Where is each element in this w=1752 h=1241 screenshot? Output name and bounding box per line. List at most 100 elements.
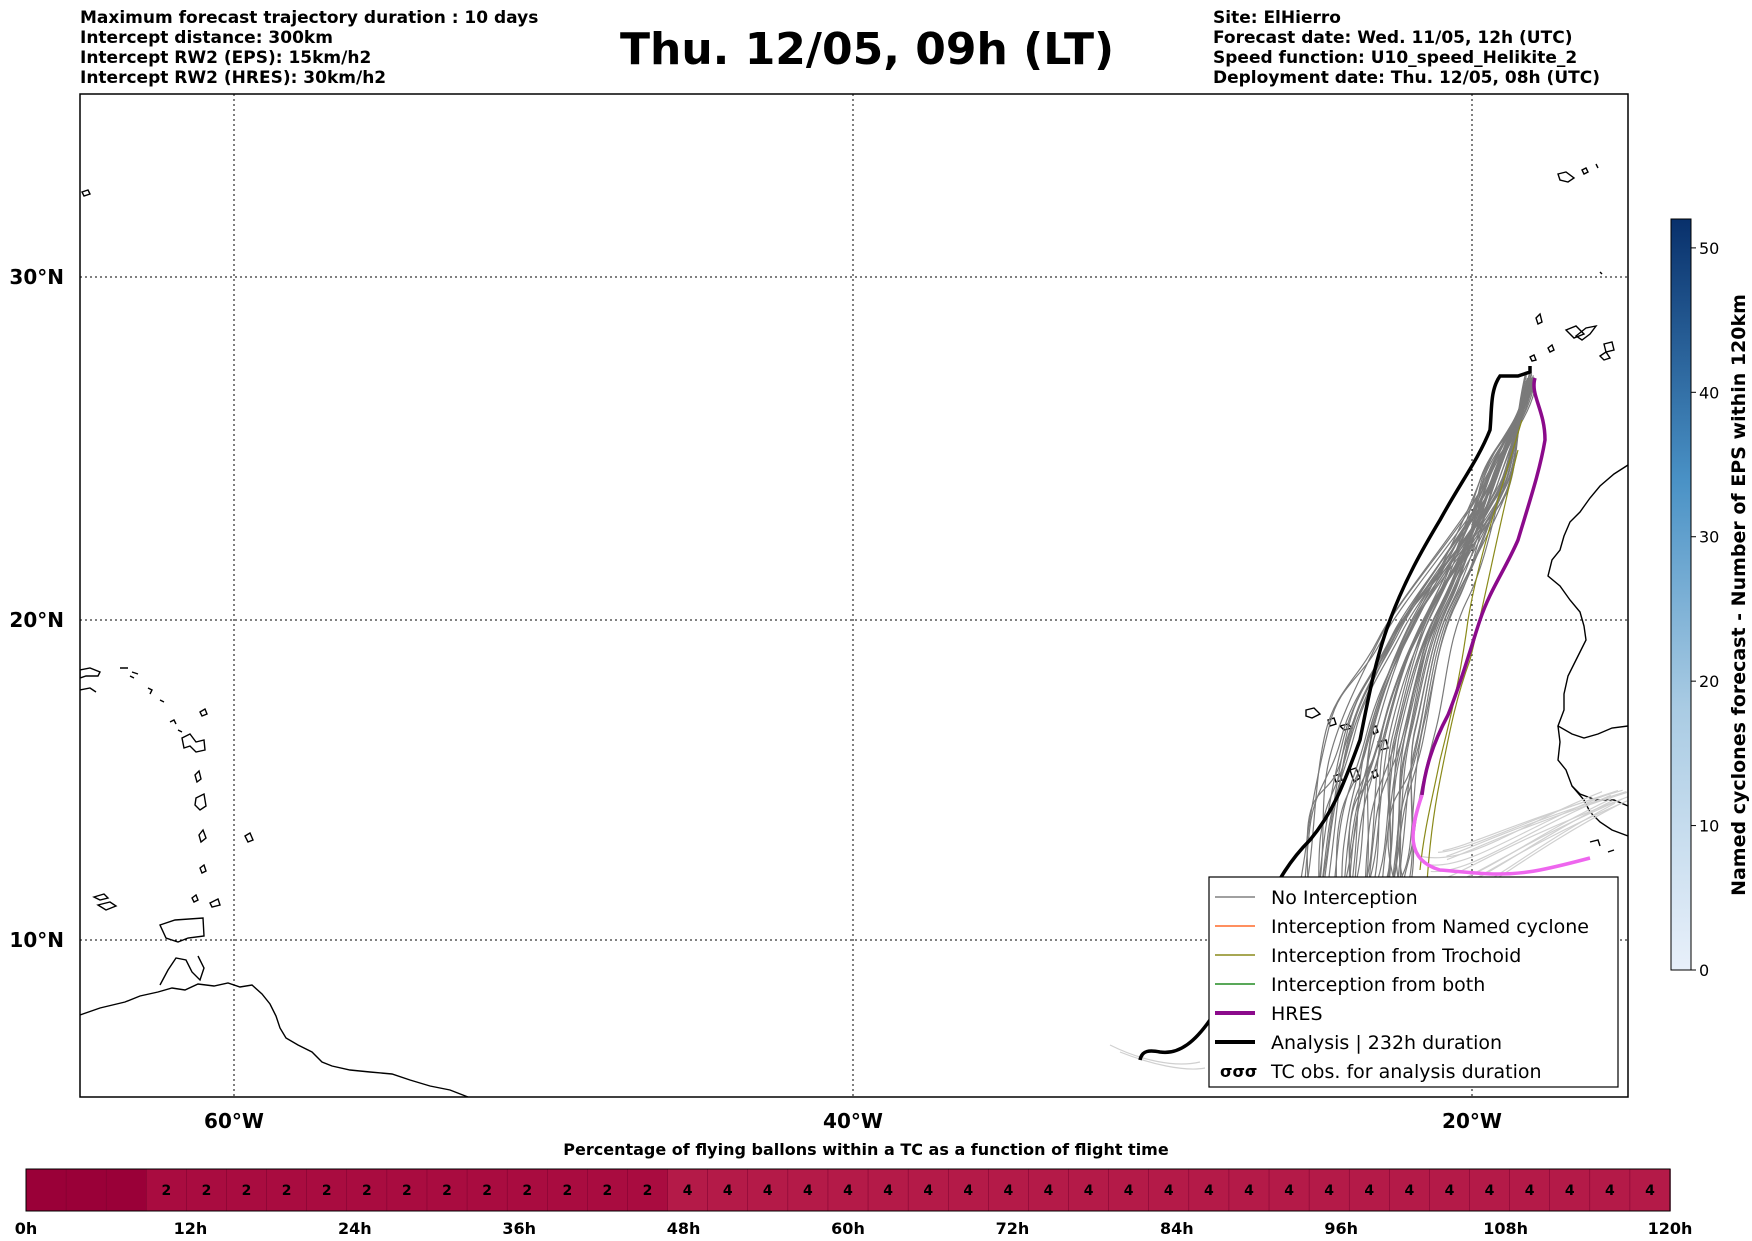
lat-label-10n: 10°N	[9, 928, 64, 952]
timeline-cell	[1308, 1168, 1350, 1212]
lon-label-60w: 60°W	[204, 1109, 264, 1133]
eps-track	[1396, 375, 1534, 915]
timeline-tick-label: 0h	[15, 1219, 38, 1238]
timeline-cell	[1469, 1168, 1511, 1212]
legend-item: No Interception	[1215, 887, 1418, 909]
timeline-frame	[25, 1168, 1671, 1212]
legend-label: TC obs. for analysis duration	[1270, 1061, 1542, 1083]
intercept-distance-text: Intercept distance: 300km	[80, 28, 333, 48]
timeline-tick-label: 12h	[174, 1219, 208, 1238]
lat-label-30n: 30°N	[9, 265, 64, 289]
timeline-cell-value: 2	[442, 1183, 452, 1199]
island-gran-canaria	[1603, 341, 1615, 353]
timeline-cell-value: 4	[1044, 1183, 1054, 1199]
analysis-track	[1138, 366, 1532, 1061]
trochoid-track-1	[1425, 449, 1519, 902]
legend-item: Analysis | 232h duration	[1215, 1032, 1502, 1054]
island-dominica	[194, 769, 202, 784]
timeline-tick-label: 108h	[1483, 1219, 1528, 1238]
timeline-cell	[867, 1168, 909, 1212]
colorbar-tick-label: 20	[1699, 672, 1719, 691]
hres-track-late	[1411, 794, 1591, 876]
colorbar-tick-label: 30	[1699, 528, 1719, 547]
timeline-cell-value: 2	[202, 1183, 212, 1199]
timeline-cell-value: 4	[1605, 1183, 1615, 1199]
island-hispaniola-edge	[80, 687, 97, 693]
intercept-eps-text: Intercept RW2 (EPS): 15km/h2	[80, 48, 372, 68]
map[interactable]: No Interception Interception from Named c…	[79, 93, 1629, 1098]
timeline-cell	[627, 1168, 669, 1212]
timeline-cell	[226, 1168, 268, 1212]
timeline-tick-label: 36h	[502, 1219, 536, 1238]
timeline-cell-value: 2	[402, 1183, 412, 1199]
island-small-1	[147, 687, 165, 703]
timeline-cell-value: 4	[1004, 1183, 1014, 1199]
timeline-cell-value: 4	[1485, 1183, 1495, 1199]
timeline-cell	[1188, 1168, 1230, 1212]
island-madeira	[1557, 171, 1576, 183]
timeline-cell-value: 2	[242, 1183, 252, 1199]
cyclone-icon: σσσ	[1220, 1062, 1257, 1081]
legend-item: Interception from Trochoid	[1215, 945, 1521, 967]
timeline-cell-value: 4	[1364, 1183, 1374, 1199]
timeline-tick-label: 24h	[338, 1219, 372, 1238]
intercept-hres-text: Intercept RW2 (HRES): 30km/h2	[80, 68, 387, 88]
timeline-cell-value: 4	[723, 1183, 733, 1199]
timeline-cell	[1589, 1168, 1631, 1212]
coast-guinea	[1571, 785, 1628, 807]
timeline-cell	[827, 1168, 869, 1212]
colorbar-label: Named cyclones forecast - Number of EPS …	[1728, 294, 1750, 896]
island-grenada	[191, 893, 199, 903]
timeline-cell	[707, 1168, 749, 1212]
eps-track	[1349, 373, 1532, 959]
island-el-hierro	[1529, 354, 1537, 362]
timeline-cell-value: 4	[1124, 1183, 1134, 1199]
timeline-cell-value: 2	[161, 1183, 171, 1199]
timeline-cell	[787, 1168, 829, 1212]
timeline-cell	[547, 1168, 589, 1212]
timeline-cell-value: 4	[1324, 1183, 1334, 1199]
timeline-cell-value: 4	[1164, 1183, 1174, 1199]
timeline-cell-value: 2	[322, 1183, 332, 1199]
eps-late-track	[1437, 790, 1619, 853]
island-sal	[1371, 725, 1379, 735]
legend-box	[1208, 876, 1619, 1088]
timeline-cell-value: 4	[843, 1183, 853, 1199]
eps-track	[1388, 389, 1533, 938]
island-stlucia	[198, 828, 207, 844]
legend-item: Interception from both	[1215, 974, 1485, 996]
colorbar-tick-label: 40	[1699, 383, 1719, 402]
timeline-cell-value: 4	[763, 1183, 773, 1199]
colorbar-tick-label: 10	[1699, 817, 1719, 836]
colorbar: 0 10 20 30 40 50 Named cyclones forecast - Nu…	[1670, 218, 1750, 980]
eps-track	[1330, 372, 1527, 975]
timeline-tick-label: 120h	[1648, 1219, 1693, 1238]
timeline-tick-label: 60h	[831, 1219, 865, 1238]
timeline-title: Percentage of flying ballons within a TC…	[563, 1140, 1169, 1159]
timeline-cell	[947, 1168, 990, 1212]
timeline-cell	[146, 1168, 188, 1212]
timeline-cell-value: 2	[282, 1183, 292, 1199]
timeline-cell-value: 2	[482, 1183, 492, 1199]
axis-labels: 30°N 20°N 10°N 60°W 40°W 20°W	[9, 265, 1502, 1133]
timeline-cell-value: 2	[603, 1183, 613, 1199]
timeline-cell-value: 4	[1565, 1183, 1575, 1199]
timeline-cell	[1028, 1168, 1070, 1212]
island-margarita	[96, 901, 118, 911]
timeline-cell	[65, 1168, 107, 1212]
trochoid-track-2	[1419, 419, 1523, 871]
speed-function-text: Speed function: U10_speed_Helikite_2	[1213, 48, 1578, 68]
island-martinique	[194, 792, 207, 811]
timeline-cell-value: 4	[883, 1183, 893, 1199]
eps-track	[1354, 373, 1531, 953]
timeline-tick-label: 96h	[1324, 1219, 1358, 1238]
timeline-bar: Percentage of flying ballons within a TC…	[15, 1140, 1693, 1238]
timeline-cell-value: 4	[1244, 1183, 1254, 1199]
hres-track	[1420, 377, 1547, 796]
max-duration-text: Maximum forecast trajectory duration : 1…	[80, 8, 539, 28]
timeline-cell	[907, 1168, 949, 1212]
timeline-cell-value: 4	[963, 1183, 973, 1199]
timeline-cell-value: 4	[803, 1183, 813, 1199]
legend-label: Interception from both	[1271, 974, 1485, 996]
